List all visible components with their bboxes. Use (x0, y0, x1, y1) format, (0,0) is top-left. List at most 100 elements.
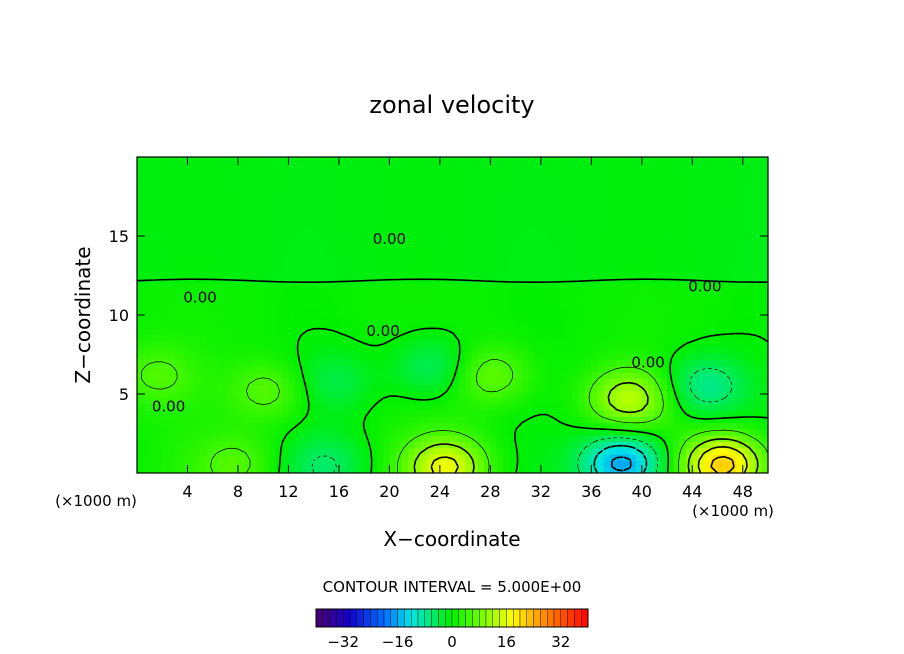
field-cell (282, 226, 290, 234)
field-cell (610, 422, 618, 430)
field-cell (231, 264, 239, 272)
field-cell (402, 175, 409, 183)
field-cell (370, 283, 378, 291)
field-cell (143, 308, 151, 316)
field-cell (654, 226, 662, 234)
field-cell (622, 333, 630, 341)
field-cell (168, 352, 176, 360)
field-cell (458, 340, 466, 348)
field-cell (149, 258, 157, 266)
field-cell (212, 232, 220, 240)
field-cell (193, 270, 201, 278)
field-cell (736, 327, 744, 335)
field-cell (433, 296, 441, 303)
field-cell (244, 182, 252, 190)
field-cell (408, 365, 416, 373)
field-cell (502, 264, 510, 272)
field-cell (174, 428, 182, 436)
field-cell (502, 333, 510, 341)
field-cell (263, 175, 271, 183)
field-cell (351, 207, 359, 215)
field-cell (433, 466, 441, 473)
field-cell (477, 232, 485, 240)
field-cell (256, 239, 264, 247)
field-cell (648, 441, 656, 449)
field-cell (237, 220, 245, 228)
field-cell (433, 308, 441, 316)
field-cell (717, 390, 725, 398)
field-cell (591, 251, 599, 259)
field-cell (528, 175, 536, 183)
field-cell (389, 251, 397, 259)
field-cell (263, 352, 271, 360)
field-cell (174, 296, 182, 303)
field-cell (200, 327, 208, 335)
field-cell (187, 220, 195, 228)
field-cell (357, 352, 365, 360)
field-cell (679, 308, 687, 316)
field-cell (446, 321, 454, 329)
field-cell (225, 460, 233, 468)
field-cell (597, 220, 605, 228)
field-cell (717, 251, 725, 259)
field-cell (540, 428, 548, 436)
field-cell (723, 384, 731, 392)
field-cell (704, 220, 712, 228)
field-cell (313, 454, 321, 461)
field-cell (749, 365, 756, 373)
field-cell (219, 460, 226, 468)
velocity-field (137, 157, 768, 473)
field-cell (345, 321, 353, 329)
field-cell (711, 447, 719, 455)
field-cell (174, 226, 182, 234)
field-cell (200, 207, 208, 215)
field-cell (654, 378, 662, 386)
field-cell (162, 315, 170, 322)
field-cell (263, 283, 271, 291)
field-cell (420, 258, 428, 266)
field-cell (635, 277, 643, 284)
field-cell (755, 194, 763, 202)
field-cell (187, 371, 195, 379)
field-cell (591, 175, 599, 183)
field-cell (288, 207, 296, 215)
field-cell (414, 258, 422, 266)
field-cell (389, 403, 397, 411)
field-cell (755, 201, 763, 209)
field-cell (566, 346, 573, 354)
field-cell (673, 245, 681, 253)
field-cell (490, 466, 498, 473)
field-cell (319, 378, 327, 386)
field-cell (408, 296, 416, 303)
field-cell (155, 409, 163, 417)
field-cell (155, 384, 163, 392)
field-cell (755, 378, 763, 386)
field-cell (269, 289, 277, 297)
field-cell (591, 378, 599, 386)
field-cell (578, 333, 586, 341)
field-cell (282, 466, 290, 473)
field-cell (610, 207, 618, 215)
field-cell (168, 182, 176, 190)
field-cell (357, 321, 365, 329)
field-cell (389, 207, 397, 215)
field-cell (717, 289, 725, 297)
field-cell (383, 175, 390, 183)
field-cell (420, 340, 428, 348)
field-cell (761, 454, 768, 461)
field-cell (237, 454, 245, 461)
field-cell (420, 378, 428, 386)
field-cell (212, 226, 220, 234)
field-cell (376, 302, 384, 310)
field-cell (231, 454, 239, 461)
field-cell (685, 365, 693, 373)
field-cell (458, 220, 466, 228)
field-cell (301, 422, 308, 430)
field-cell (730, 441, 738, 449)
field-cell (717, 270, 725, 278)
field-cell (534, 327, 542, 335)
field-cell (465, 384, 473, 392)
field-cell (761, 194, 768, 202)
field-cell (193, 213, 201, 221)
field-cell (244, 258, 252, 266)
